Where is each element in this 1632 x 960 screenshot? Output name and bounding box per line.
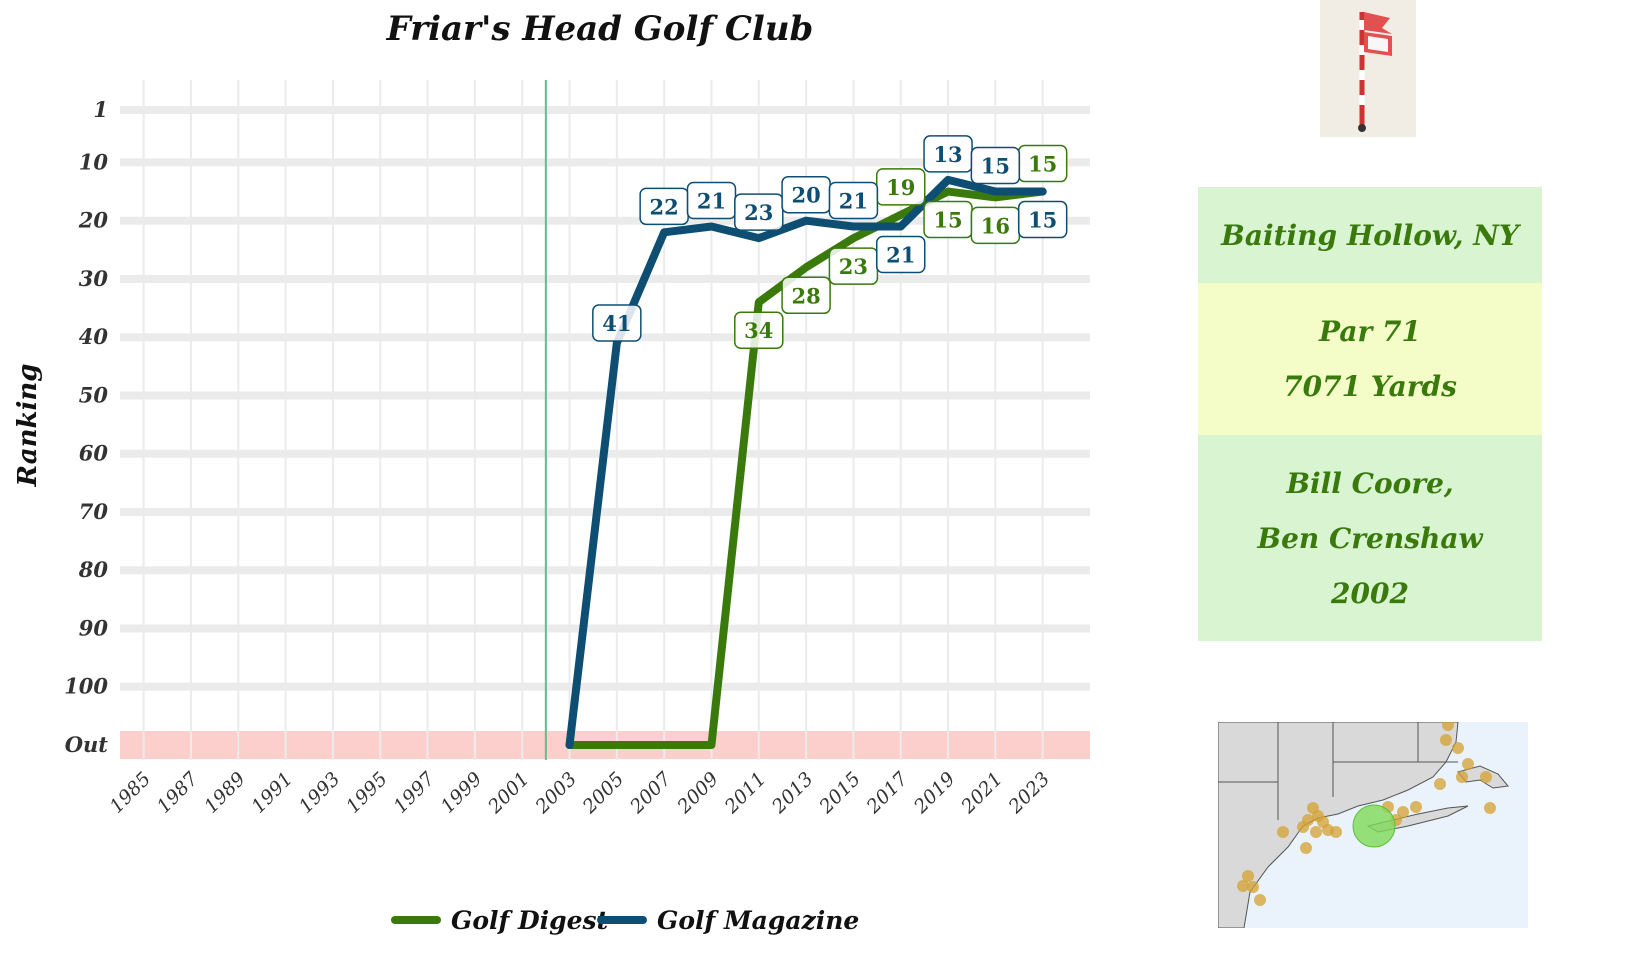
architect-2-text: Ben Crenshaw [1257, 521, 1483, 555]
plot-area: 1102030405060708090100Out198519871989199… [64, 80, 1090, 818]
data-label-text: 15 [1028, 208, 1057, 233]
data-label: 20 [781, 175, 831, 214]
x-tick-label: 1995 [342, 768, 392, 818]
x-tick-label: 2019 [909, 768, 959, 818]
course-info-panel: Baiting Hollow, NY Par 71 7071 Yards Bil… [1198, 187, 1542, 641]
yards-text: 7071 Yards [1283, 370, 1457, 403]
data-label-box [592, 304, 642, 342]
data-label-text: 41 [602, 311, 631, 336]
data-label-box [781, 276, 831, 315]
x-tick-label: 1989 [200, 768, 250, 818]
y-tick-label: 50 [79, 382, 109, 407]
x-tick-label: 2003 [531, 768, 581, 818]
data-label: 21 [686, 181, 737, 220]
data-label-box [734, 193, 784, 231]
y-tick-label: 60 [79, 441, 109, 466]
legend-label-1: Golf Magazine [657, 906, 859, 935]
y-tick-label: 70 [79, 499, 109, 524]
data-label-box [828, 181, 879, 220]
data-label-box [875, 235, 926, 274]
data-label: 15 [970, 146, 1021, 185]
data-label-text: 15 [1028, 152, 1057, 177]
x-tick-label: 1987 [153, 767, 203, 817]
data-label-text: 23 [839, 254, 868, 279]
golf-flag-icon [1320, 0, 1416, 137]
location-text: Baiting Hollow, NY [1221, 218, 1519, 252]
x-tick-label: 1997 [389, 767, 439, 817]
data-label-text: 15 [981, 154, 1010, 179]
x-tick-label: 2021 [956, 768, 1006, 818]
data-label-text: 22 [650, 194, 679, 219]
x-tick-label: 1993 [295, 768, 345, 818]
series-line-1 [565, 175, 1047, 749]
x-tick-label: 2013 [767, 768, 817, 818]
data-label-text: 34 [744, 318, 773, 343]
par-text: Par 71 [1319, 315, 1421, 348]
x-tick-label: 1991 [247, 768, 297, 818]
course-stats-box: Par 71 7071 Yards [1198, 283, 1542, 435]
y-tick-label: Out [65, 732, 109, 757]
y-tick-label: 80 [78, 557, 109, 582]
data-label: 21 [828, 181, 879, 220]
data-label: 23 [828, 247, 879, 285]
data-label: 21 [875, 235, 926, 274]
data-label: 23 [734, 193, 784, 231]
x-tick-label: 2011 [720, 768, 770, 818]
x-tick-label: 2017 [862, 767, 913, 818]
x-tick-label: 2023 [1004, 768, 1054, 818]
data-label-text: 21 [697, 189, 726, 214]
data-label: 41 [592, 304, 642, 342]
data-label: 19 [875, 168, 926, 206]
data-label: 28 [781, 276, 831, 315]
data-label-text: 21 [839, 189, 868, 214]
x-tick-label: 2001 [483, 768, 533, 818]
y-tick-label: 1 [93, 97, 108, 122]
legend-label-0: Golf Digest [451, 906, 609, 935]
data-label-text: 19 [886, 175, 915, 200]
data-label: 13 [923, 135, 973, 173]
y-tick-label: 30 [79, 266, 109, 291]
x-tick-label: 2005 [578, 768, 628, 818]
data-label: 16 [970, 206, 1021, 245]
data-label-text: 21 [886, 243, 915, 268]
data-label: 34 [734, 311, 784, 349]
data-label-box [970, 146, 1021, 185]
y-axis-label: Ranking [13, 364, 43, 488]
data-label-text: 28 [791, 283, 820, 308]
data-label: 15 [1017, 200, 1068, 239]
location-box: Baiting Hollow, NY [1198, 187, 1542, 283]
x-tick-label: 2009 [673, 768, 723, 818]
y-tick-label: 100 [64, 674, 108, 699]
legend: Golf Digest Golf Magazine [391, 906, 859, 935]
x-tick-label: 2015 [814, 768, 864, 818]
data-label-text: 15 [933, 208, 962, 233]
architect-1-text: Bill Coore, [1286, 466, 1454, 500]
series-line-0 [565, 187, 1047, 749]
data-label: 15 [1017, 144, 1068, 183]
chart-title: Friar's Head Golf Club [386, 9, 814, 49]
y-tick-label: 10 [79, 149, 109, 174]
data-label-text: 20 [791, 183, 820, 208]
year-opened-text: 2002 [1331, 576, 1409, 610]
data-label-box [1017, 200, 1068, 239]
architect-box: Bill Coore, Ben Crenshaw 2002 [1198, 435, 1542, 641]
x-tick-label: 1999 [437, 768, 487, 818]
data-label: 22 [639, 187, 689, 226]
data-label-box [734, 311, 784, 349]
x-tick-label: 1985 [105, 768, 155, 818]
data-label: 15 [923, 200, 973, 239]
y-tick-label: 90 [79, 615, 109, 640]
region-map [1218, 722, 1528, 928]
data-label-text: 16 [981, 213, 1010, 238]
data-label-text: 23 [744, 200, 773, 225]
y-tick-label: 20 [78, 208, 109, 233]
y-tick-label: 40 [79, 324, 109, 349]
data-label-text: 13 [933, 142, 962, 167]
x-tick-label: 2007 [625, 767, 676, 818]
